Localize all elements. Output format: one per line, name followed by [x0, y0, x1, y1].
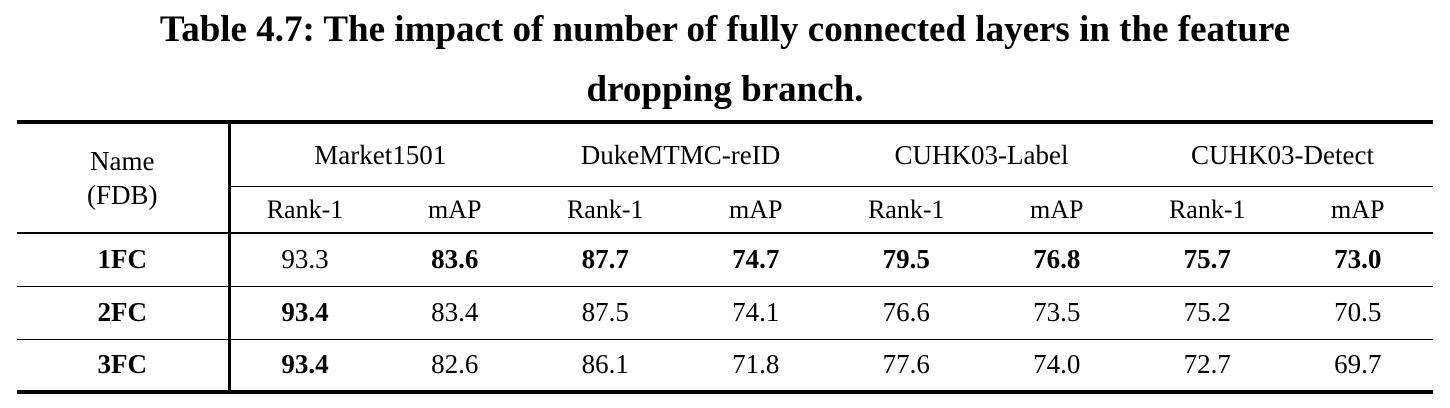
metric-header: mAP [1331, 194, 1385, 224]
table-cell: 93.3 [229, 232, 380, 286]
table-cell: 73.5 [981, 285, 1132, 339]
table-cell: 74.1 [680, 285, 831, 339]
table-cell: 83.6 [379, 232, 530, 286]
metric-header: mAP [428, 194, 482, 224]
dataset-header: CUHK03-Detect [1132, 120, 1434, 187]
table-cell: 75.7 [1132, 232, 1283, 286]
metric-header: Rank-1 [1168, 194, 1246, 224]
table-caption: Table 4.7: The impact of number of fully… [0, 0, 1450, 119]
metric-header: Rank-1 [566, 194, 644, 224]
name-header-sublabel: (FDB) [86, 180, 158, 210]
table-row: 3FC 93.4 82.6 86.1 71.8 77.6 74.0 72.7 6… [17, 338, 1434, 394]
caption-line-1: Table 4.7: The impact of number of fully… [159, 9, 1291, 50]
table-cell: 74.7 [680, 232, 831, 286]
table-row: 2FC 93.4 83.4 87.5 74.1 76.6 73.5 75.2 7… [17, 285, 1434, 339]
table-cell: 73.0 [1282, 232, 1434, 286]
table-cell: 71.8 [680, 338, 831, 394]
metric-header: mAP [1030, 194, 1084, 224]
row-name: 1FC [17, 232, 231, 286]
table-cell: 76.6 [831, 285, 982, 339]
name-header-label: Name [90, 146, 155, 176]
table-cell: 86.1 [530, 338, 681, 394]
table-cell: 82.6 [379, 338, 530, 394]
table-cell: 93.4 [229, 285, 380, 339]
table-cell: 87.7 [530, 232, 681, 286]
caption-line-2: dropping branch. [586, 69, 864, 110]
dataset-header: DukeMTMC-reID [530, 120, 831, 187]
row-name: 2FC [17, 285, 231, 339]
table-cell: 93.4 [229, 338, 380, 394]
table-cell: 72.7 [1132, 338, 1283, 394]
table-body: 1FC 93.3 83.6 87.7 74.7 79.5 76.8 75.7 7… [17, 232, 1434, 394]
table-cell: 76.8 [981, 232, 1132, 286]
metric-header: Rank-1 [867, 194, 945, 224]
dataset-header: Market1501 [229, 120, 530, 187]
table-cell: 83.4 [379, 285, 530, 339]
metric-header: mAP [729, 194, 783, 224]
row-name: 3FC [17, 338, 231, 394]
table-cell: 69.7 [1282, 338, 1434, 394]
table-cell: 74.0 [981, 338, 1132, 394]
table-cell: 77.6 [831, 338, 982, 394]
table-cell: 87.5 [530, 285, 681, 339]
table-cell: 75.2 [1132, 285, 1283, 339]
table-cell: 70.5 [1282, 285, 1434, 339]
name-column-header: Name (FDB) [17, 120, 231, 233]
table-cell: 79.5 [831, 232, 982, 286]
metric-header: Rank-1 [266, 194, 344, 224]
dataset-header: CUHK03-Label [831, 120, 1132, 187]
table-row: 1FC 93.3 83.6 87.7 74.7 79.5 76.8 75.7 7… [17, 232, 1434, 286]
results-table: Name (FDB) Market1501 DukeMTMC-reID CUHK… [17, 120, 1434, 394]
